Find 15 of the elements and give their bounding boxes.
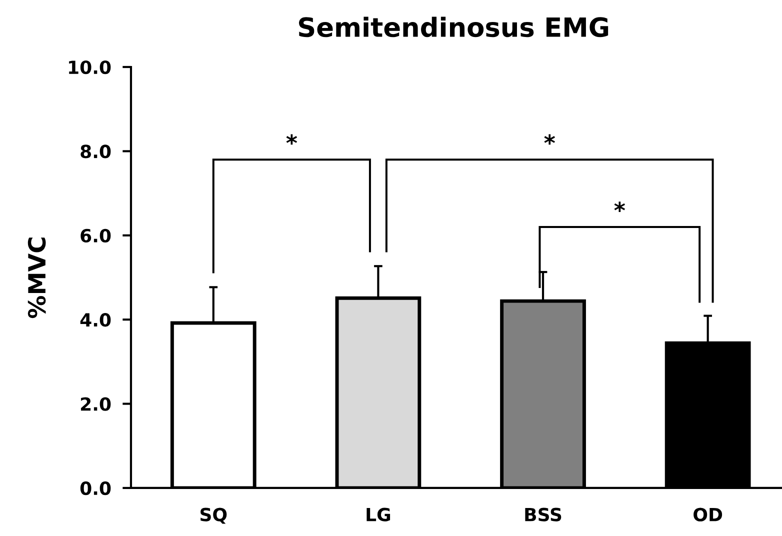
y-tick-label: 10.0 <box>69 60 111 74</box>
x-tick-label: SQ <box>200 508 227 524</box>
y-axis-title: %MVC <box>28 238 46 318</box>
annotation: * <box>614 202 626 212</box>
y-tick-label: 8.0 <box>80 144 111 158</box>
y-tick-label: 2.0 <box>80 397 111 411</box>
chart-title: Semitendinosus EMG <box>298 16 608 38</box>
x-tick-label: OD <box>694 508 722 522</box>
y-tick-label: 6.0 <box>80 228 111 243</box>
x-tick-label: BSS <box>525 508 562 522</box>
y-tick-label: 4.0 <box>80 313 111 327</box>
annotation: * <box>286 134 298 145</box>
y-tick-label: 0.0 <box>80 481 111 496</box>
annotation: * <box>544 134 555 145</box>
x-tick-label: LG <box>366 508 390 522</box>
